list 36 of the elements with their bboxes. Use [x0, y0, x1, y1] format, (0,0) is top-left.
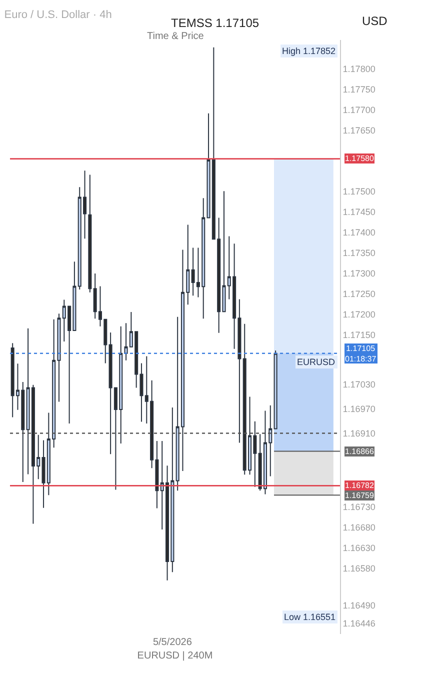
- annotation: EURUSD: [297, 357, 336, 367]
- y-tick-label: 1.17400: [342, 228, 376, 238]
- ref-line-label: 1.17105 01:18:37: [345, 344, 377, 364]
- y-tick-label: 1.17350: [342, 248, 376, 258]
- candlestick: [88, 174, 92, 293]
- y-tick-label: 1.17650: [342, 125, 376, 136]
- y-tick-label: 1.16680: [342, 522, 376, 533]
- x-axis-title: EURUSD | 240M: [137, 650, 213, 662]
- y-tick-label: 1.17300: [342, 268, 376, 279]
- y-tick-label: 1.17150: [342, 330, 376, 340]
- y-tick-label: 1.17800: [342, 64, 376, 74]
- y-tick-label: 1.16910: [342, 428, 376, 438]
- y-tick-label: 1.16490: [342, 600, 376, 610]
- y-axis-title: USD: [362, 14, 388, 28]
- y-tick-label: 1.16630: [342, 543, 376, 554]
- y-tick-label: 1.17030: [342, 379, 376, 390]
- y-tick-label: 1.17700: [342, 104, 376, 115]
- x-tick-label: 5/5/2026: [152, 637, 192, 648]
- ref-line-label: 1.16782: [345, 481, 374, 490]
- band-label: 1.16866: [345, 447, 374, 456]
- annotation: Low 1.16551: [284, 612, 336, 622]
- text: TEMSS 1.17105: [171, 16, 260, 30]
- band-label: 1.16759: [345, 491, 374, 500]
- y-tick-label: 1.17200: [342, 310, 376, 320]
- y-tick-label: 1.17750: [342, 84, 376, 94]
- y-tick-label: 1.16730: [342, 502, 376, 512]
- y-tick-label: 1.17250: [342, 289, 376, 300]
- chart-title: Euro / U.S. Dollar · 4h: [4, 8, 112, 21]
- y-tick-label: 1.16446: [342, 618, 376, 628]
- y-tick-label: 1.17500: [342, 186, 376, 197]
- chart-subtitle: Time & Price: [147, 31, 204, 42]
- y-tick-label: 1.16970: [342, 404, 376, 414]
- y-tick-label: 1.16580: [342, 564, 376, 574]
- y-tick-label: 1.17450: [342, 207, 376, 218]
- ref-line-label: 1.17580: [345, 154, 374, 163]
- annotation: High 1.17852: [282, 46, 336, 56]
